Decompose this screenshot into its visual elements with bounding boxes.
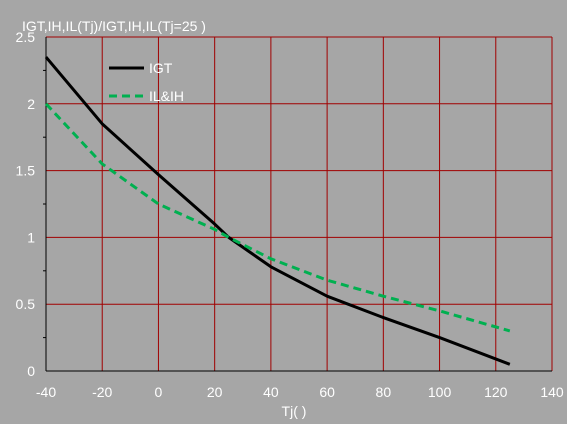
x-tick-label: 60 <box>319 384 335 400</box>
grid-lines <box>46 36 553 371</box>
x-tick-label: 20 <box>207 384 223 400</box>
tick-labels: 0 0.5 1 1.5 2 2.5 -40 -20 0 20 40 60 80 100 120 140 <box>16 29 564 400</box>
series-line-il-ih <box>44 102 511 333</box>
x-tick-label: 0 <box>155 384 163 400</box>
x-tick-label: 140 <box>540 384 564 400</box>
x-tick-label: 120 <box>484 384 508 400</box>
legend: IGT IL&IH <box>109 60 184 104</box>
legend-label: IL&IH <box>149 88 184 104</box>
x-tick-label: -20 <box>92 384 112 400</box>
y-tick-label: 2.5 <box>16 29 36 45</box>
y-tick-label: 0 <box>27 363 35 379</box>
chart-title: IGT,IH,IL(Tj)/IGT,IH,IL(Tj=25 ) <box>22 18 206 34</box>
y-tick-label: 0.5 <box>16 296 36 312</box>
y-tick-label: 1.5 <box>16 163 36 179</box>
y-tick-label: 1 <box>27 229 35 245</box>
legend-label: IGT <box>149 60 173 76</box>
series-line-igt <box>44 56 511 366</box>
y-tick-label: 2 <box>27 96 35 112</box>
x-tick-label: 100 <box>428 384 452 400</box>
x-tick-label: 80 <box>376 384 392 400</box>
series-lines <box>44 56 511 366</box>
x-tick-label: -40 <box>36 384 56 400</box>
plot-area <box>46 37 552 371</box>
x-axis-label: Tj( ) <box>282 403 307 419</box>
x-tick-label: 40 <box>263 384 279 400</box>
axes <box>43 37 552 372</box>
